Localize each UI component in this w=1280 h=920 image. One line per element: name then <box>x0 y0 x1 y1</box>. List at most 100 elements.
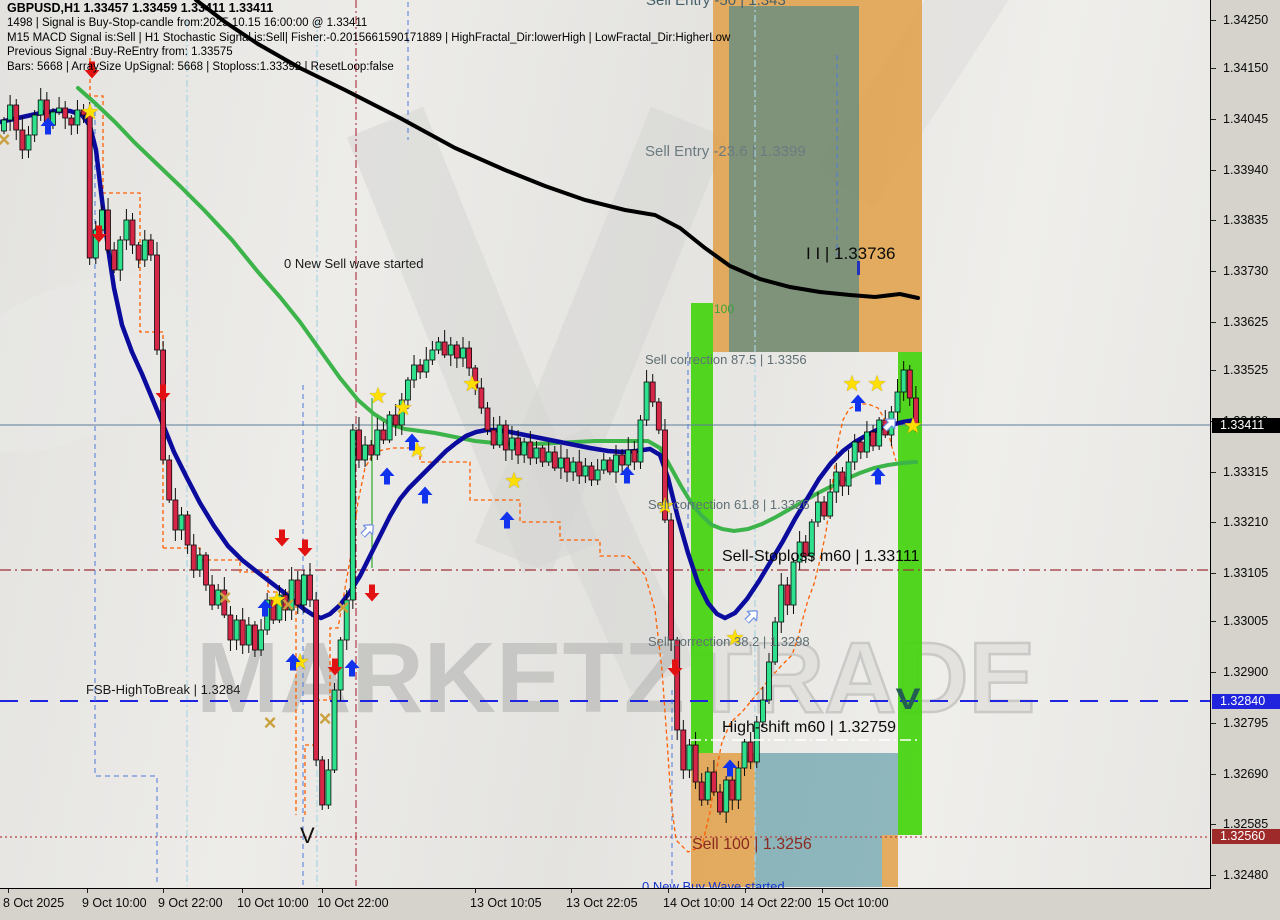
price-axis-tick <box>1211 573 1216 574</box>
price-axis-label: 1.32480 <box>1223 868 1269 882</box>
watermark: MARKETZTRADE <box>196 627 1037 730</box>
signal-line: 1498 | Signal is Buy-Stop-candle from:20… <box>7 16 368 29</box>
time-axis-label: 8 Oct 2025 <box>3 896 65 910</box>
price-axis-tick <box>1211 621 1216 622</box>
chart-annotation: High-shift m60 | 1.32759 <box>722 719 897 736</box>
price-axis[interactable]: 1.34250 1.34150 1.34045 1.33940 1.33835 1.337… <box>1211 0 1280 889</box>
chart-annotation: Sell 100 | 1.3256 <box>692 836 812 853</box>
sell-arrow-icon <box>327 658 343 680</box>
price-axis-tick <box>1211 723 1216 724</box>
price-axis-tick <box>1211 672 1216 673</box>
price-axis-label: 1.33730 <box>1223 264 1269 278</box>
price-plot[interactable] <box>0 0 1210 888</box>
resume-arrow-icon <box>881 417 897 436</box>
price-axis-label: 1.32585 <box>1223 817 1269 831</box>
price-axis-label: 1.33940 <box>1223 163 1269 177</box>
buy-arrow-icon <box>850 394 866 416</box>
checkmark-v-icon: V <box>895 683 921 716</box>
time-axis-label: 14 Oct 10:00 <box>663 896 735 910</box>
chart-annotation: 0 New Sell wave started <box>284 256 424 271</box>
exit-cross-icon: × <box>0 129 10 151</box>
price-axis-label: 1.32690 <box>1223 767 1269 781</box>
time-axis-label: 13 Oct 22:05 <box>566 896 638 910</box>
price-axis-tick <box>1211 774 1216 775</box>
buy-arrow-icon <box>499 511 515 533</box>
time-axis-tick <box>8 889 9 893</box>
indicator-line: M15 MACD Signal is:Sell | H1 Stochastic … <box>7 31 731 44</box>
time-axis-label: 10 Oct 10:00 <box>237 896 309 910</box>
price-axis-tick <box>1211 370 1216 371</box>
price-axis-label: 1.34150 <box>1223 61 1269 75</box>
previous-signal-line: Previous Signal :Buy-ReEntry from: 1.335… <box>7 46 233 59</box>
chart-annotation: FSB-HighToBreak | 1.3284 <box>86 682 241 697</box>
watermark-left: MARKETZ <box>196 622 685 734</box>
chart-annotation: 0 New Buy Wave started <box>642 879 785 889</box>
buy-arrow-icon <box>285 653 301 675</box>
exit-cross-icon: × <box>281 592 295 617</box>
buy-signal-star-icon: ★ <box>504 468 524 493</box>
buy-signal-star-icon: ★ <box>368 383 388 408</box>
chart-annotation: Sell-Stoploss m60 | 1.33111 <box>722 548 920 565</box>
buy-arrow-icon <box>257 599 273 621</box>
exit-cross-icon: × <box>263 710 277 735</box>
sell-arrow-icon <box>274 529 290 551</box>
buy-signal-star-icon: ★ <box>80 99 100 124</box>
buy-arrow-icon <box>722 759 738 781</box>
exit-cross-icon: × <box>318 706 332 731</box>
price-axis-tick <box>1211 119 1216 120</box>
time-axis-tick <box>163 889 164 893</box>
time-axis-label: 9 Oct 10:00 <box>82 896 147 910</box>
price-axis-tick <box>1211 68 1216 69</box>
time-axis-label: 14 Oct 22:00 <box>740 896 812 910</box>
time-axis-tick <box>571 889 572 893</box>
price-axis-label: 1.33835 <box>1223 213 1269 227</box>
buy-signal-star-icon: ★ <box>842 371 862 396</box>
chart-annotation: Sell correction 61.8 | 1.3326 <box>648 497 810 512</box>
price-axis-tick <box>1211 522 1216 523</box>
watermark-right: TRADE <box>690 622 1037 734</box>
chart-annotation: Sell correction 38.2 | 1.3298 <box>648 634 810 649</box>
price-axis-tick <box>1211 322 1216 323</box>
chart-annotation: Sell correction 87.5 | 1.3356 <box>645 352 807 367</box>
chart-area[interactable]: MARKETZTRADE ★★★★★★★★★★★★★××××××V Sell E… <box>0 0 1211 889</box>
price-axis-label: 1.33105 <box>1223 566 1269 580</box>
price-axis-label: 1.33315 <box>1223 465 1269 479</box>
buy-signal-star-icon: ★ <box>725 625 745 650</box>
buy-arrow-icon <box>870 467 886 489</box>
time-axis-tick <box>475 889 476 893</box>
price-level-badge: 1.33411 <box>1212 418 1280 433</box>
buy-arrow-icon <box>40 117 56 139</box>
price-axis-label: 1.34045 <box>1223 112 1269 126</box>
buy-signal-star-icon: ★ <box>462 371 482 396</box>
buy-arrow-icon <box>379 467 395 489</box>
price-level-badge: 1.32840 <box>1212 694 1280 709</box>
time-axis-label: 13 Oct 10:05 <box>470 896 542 910</box>
buy-signal-star-icon: ★ <box>267 587 287 612</box>
price-axis-tick <box>1211 472 1216 473</box>
resume-arrow-icon <box>743 609 759 628</box>
time-axis-tick <box>745 889 746 893</box>
price-axis-tick <box>1211 824 1216 825</box>
time-axis-tick <box>87 889 88 893</box>
resume-arrow-icon <box>359 523 375 542</box>
sell-arrow-icon <box>297 539 313 561</box>
chart-annotation: I I | 1.33736 <box>806 244 896 263</box>
time-axis-tick <box>822 889 823 893</box>
sell-arrow-icon <box>84 61 100 83</box>
buy-signal-star-icon: ★ <box>903 413 923 438</box>
time-axis-tick <box>668 889 669 893</box>
price-axis-tick <box>1211 875 1216 876</box>
buy-arrow-icon <box>404 433 420 455</box>
sell-arrow-icon <box>364 584 380 606</box>
time-axis[interactable]: 8 Oct 2025 9 Oct 10:00 9 Oct 22:00 10 Oct 1… <box>0 889 1280 920</box>
price-axis-tick <box>1211 271 1216 272</box>
price-axis-label: 1.33005 <box>1223 614 1269 628</box>
buy-signal-star-icon: ★ <box>393 395 413 420</box>
sell-arrow-icon <box>667 659 683 681</box>
price-axis-label: 1.34250 <box>1223 13 1269 27</box>
price-axis-tick <box>1211 170 1216 171</box>
exit-cross-icon: × <box>336 595 350 620</box>
price-axis-label: 1.33625 <box>1223 315 1269 329</box>
price-axis-tick <box>1211 20 1216 21</box>
